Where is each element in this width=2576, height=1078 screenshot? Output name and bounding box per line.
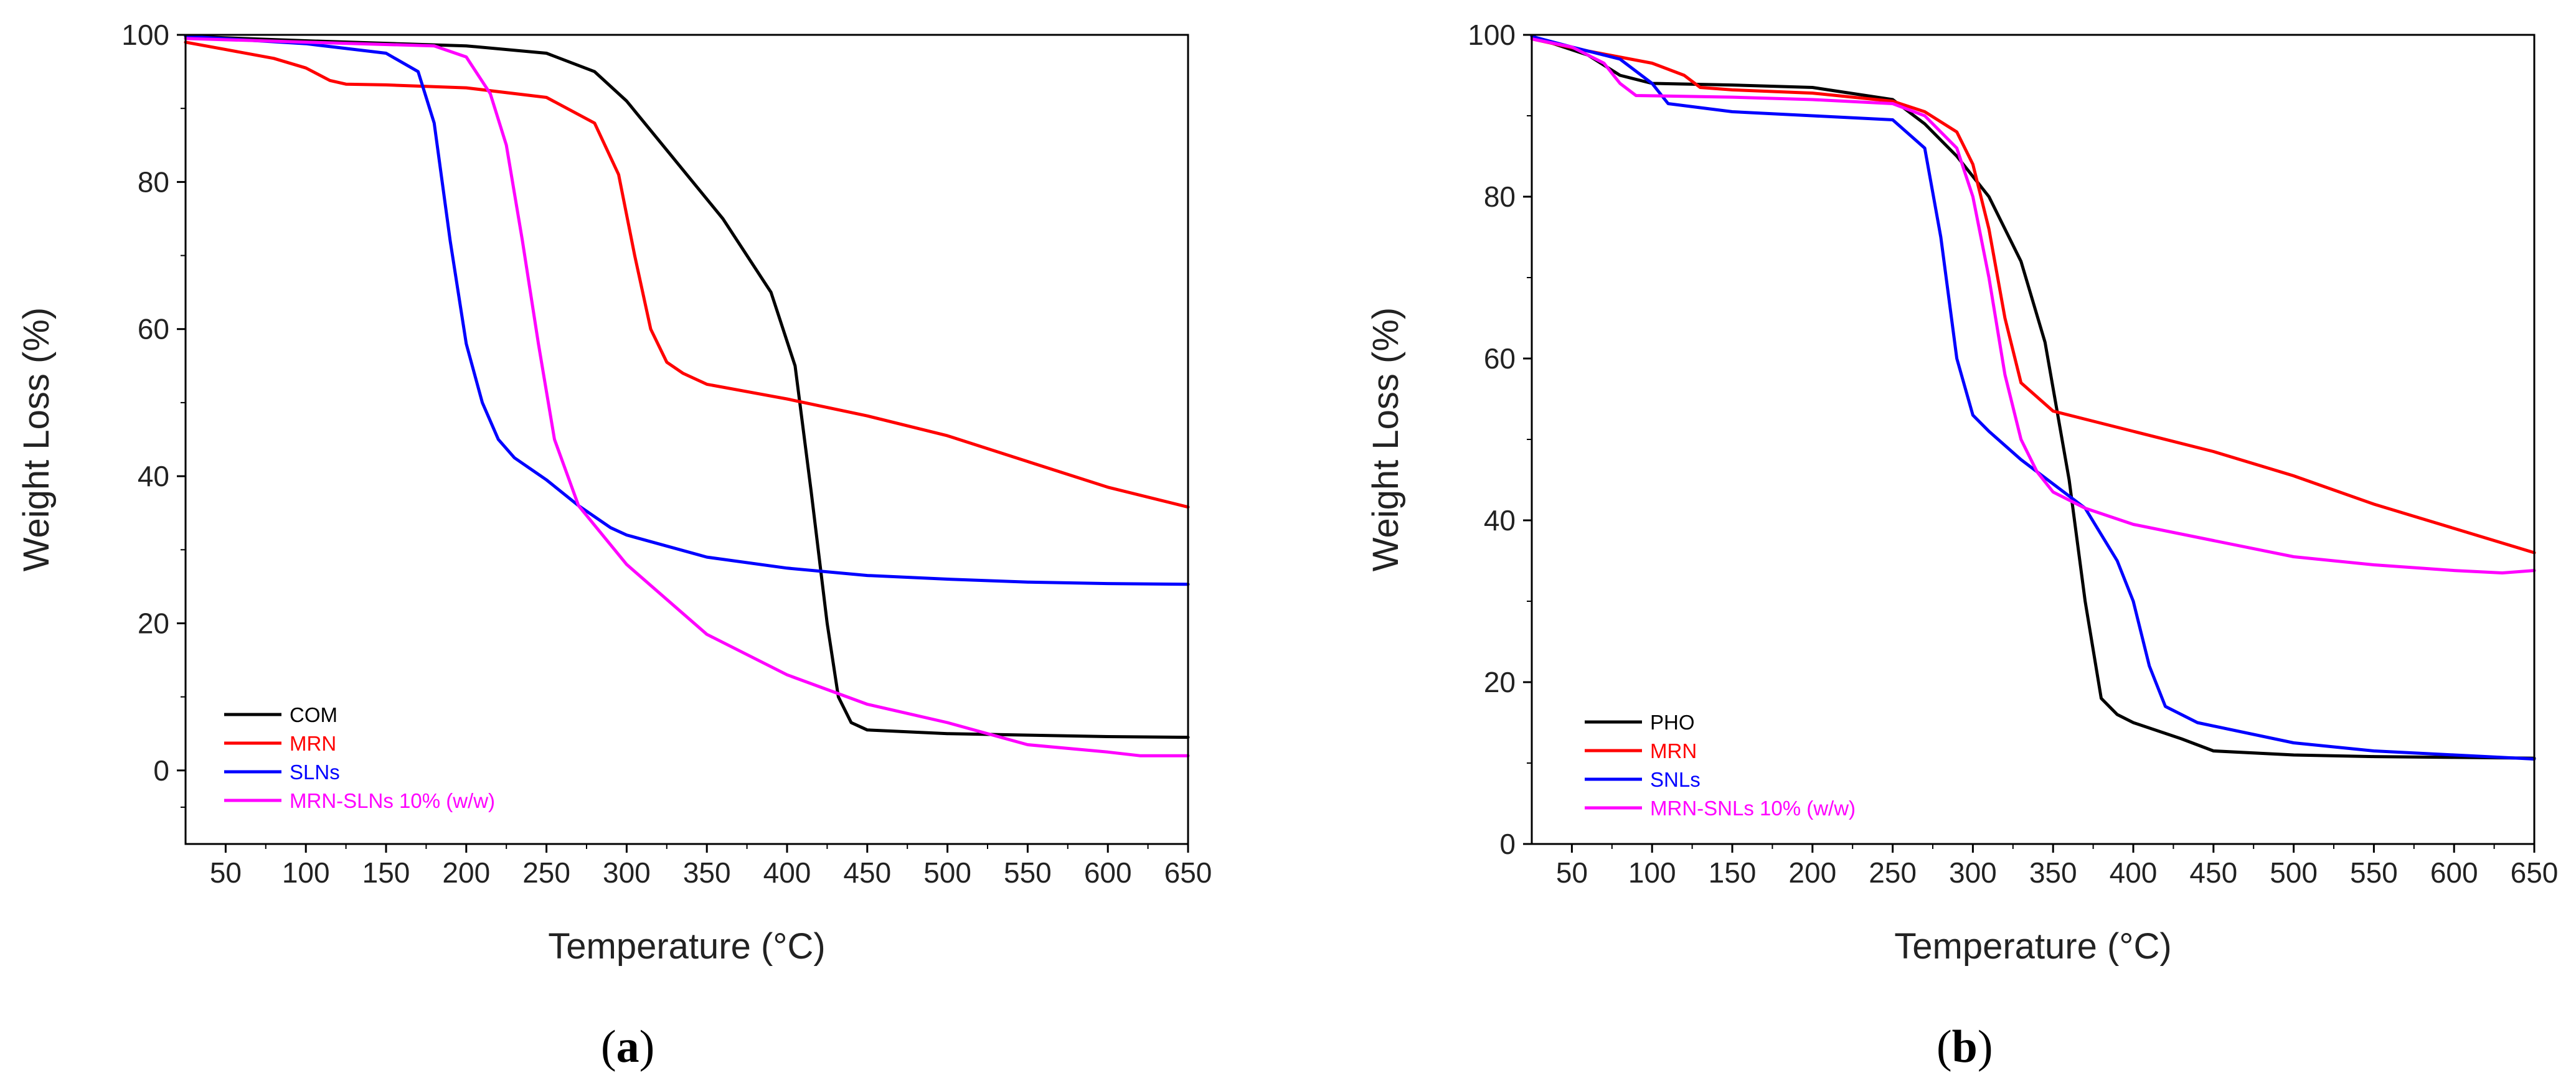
chart-b-x-tick-label: 650 — [2511, 856, 2559, 889]
chart-a-x-tick-label: 100 — [282, 856, 330, 889]
chart-a-y-axis-label: Weight Loss (%) — [16, 307, 57, 571]
chart-a-series-line-mrn — [184, 40, 1190, 509]
chart-b-legend-label: SNLs — [1650, 768, 1701, 791]
chart-b-y-axis-label: Weight Loss (%) — [1366, 307, 1406, 571]
chart-b-x-tick-label: 250 — [1869, 856, 1917, 889]
chart-a-legend-label: MRN — [290, 732, 336, 755]
chart-a-y-tick-label: 80 — [138, 166, 169, 198]
chart-a-x-tick-label: 300 — [603, 856, 651, 889]
chart-b-series-line-snls — [1530, 35, 2536, 761]
chart-a-legend-label: MRN-SLNs 10% (w/w) — [290, 789, 495, 812]
chart-a-x-tick-label: 250 — [522, 856, 570, 889]
chart-a-series-line-slns — [184, 34, 1190, 586]
chart-a-y-tick-label: 0 — [153, 754, 169, 787]
chart-a-legend-label: COM — [290, 703, 337, 726]
chart-a-y-tick-label: 100 — [121, 19, 169, 51]
chart-b-x-tick-label: 50 — [1556, 856, 1588, 889]
chart-b-x-tick-label: 300 — [1949, 856, 1997, 889]
caption-b-suffix: ) — [1977, 1021, 1993, 1072]
chart-a-x-tick-label: 600 — [1084, 856, 1132, 889]
chart-b-y-tick-label: 20 — [1484, 666, 1516, 698]
chart-a-x-axis-label: Temperature (°C) — [548, 926, 825, 967]
chart-b-y-tick-label: 40 — [1484, 504, 1516, 537]
chart-b-x-tick-label: 400 — [2110, 856, 2158, 889]
caption-b-letter: b — [1951, 1021, 1978, 1072]
chart-a-x-tick-label: 50 — [210, 856, 242, 889]
chart-b-x-tick-label: 150 — [1709, 856, 1757, 889]
caption-a-suffix: ) — [639, 1021, 655, 1072]
chart-b-y-tick-label: 60 — [1484, 342, 1516, 375]
chart-a-legend-label: SLNs — [290, 761, 340, 784]
chart-b-legend-label: MRN — [1650, 739, 1697, 762]
caption-a: (a) — [601, 1021, 654, 1074]
chart-b-x-tick-label: 350 — [2029, 856, 2077, 889]
chart-b-series-line-mrn-snls-10-w-w- — [1530, 37, 2536, 574]
chart-b-legend: PHO MRN SNLs MRN-SNLs 10% (w/w) — [1585, 711, 1856, 820]
chart-b-x-tick-label: 600 — [2430, 856, 2478, 889]
chart-a-x-tick-label: 650 — [1164, 856, 1212, 889]
caption-a-letter: a — [616, 1021, 639, 1072]
chart-b-x-tick-label: 550 — [2350, 856, 2398, 889]
chart-a-y-tick-label: 40 — [138, 460, 169, 492]
chart-b-x-tick-label: 450 — [2189, 856, 2237, 889]
chart-b-x-tick-label: 200 — [1788, 856, 1836, 889]
chart-a-x-tick-label: 150 — [362, 856, 410, 889]
chart-b-x-tick-label: 100 — [1628, 856, 1676, 889]
chart-panel-b: 50 100 150 200 250 300 350 400 450 500 550 600 650 0 2… — [1366, 19, 2558, 967]
chart-panel-a: 50 100 150 200 250 300 350 400 450 500 550 600 650 0 2… — [16, 19, 1212, 967]
chart-a-series-group — [184, 34, 1190, 757]
chart-a-x-tick-label: 500 — [923, 856, 971, 889]
chart-a-x-tick-label: 450 — [843, 856, 891, 889]
chart-b-series-line-pho — [1530, 35, 2536, 760]
chart-a-series-line-com — [184, 34, 1190, 739]
chart-b-y-tick-label: 0 — [1499, 828, 1516, 860]
chart-a-x-tick-label: 550 — [1004, 856, 1052, 889]
chart-b-x-axis-label: Temperature (°C) — [1894, 926, 2171, 967]
chart-b-y-tick-label: 80 — [1484, 180, 1516, 213]
chart-a-x-tick-label: 350 — [683, 856, 731, 889]
chart-a-plot-frame — [184, 34, 1189, 845]
chart-a-y-tick-label: 60 — [138, 313, 169, 345]
caption-b: (b) — [1937, 1021, 1993, 1074]
chart-a-legend: COM MRN SLNs MRN-SLNs 10% (w/w) — [224, 703, 495, 812]
chart-b-x-tick-label: 500 — [2270, 856, 2318, 889]
chart-b-legend-label: MRN-SNLs 10% (w/w) — [1650, 797, 1856, 820]
chart-b-series-line-mrn — [1530, 37, 2536, 555]
chart-a-series-line-mrn-slns-10-w-w- — [184, 37, 1190, 757]
chart-b-legend-label: PHO — [1650, 711, 1695, 734]
caption-a-prefix: ( — [601, 1021, 616, 1072]
chart-a-y-tick-label: 20 — [138, 607, 169, 639]
chart-b-y-tick-label: 100 — [1468, 19, 1516, 51]
chart-a-x-tick-label: 400 — [763, 856, 811, 889]
chart-a-x-tick-label: 200 — [442, 856, 490, 889]
chart-b-series-group — [1530, 35, 2536, 761]
caption-b-prefix: ( — [1937, 1021, 1952, 1072]
